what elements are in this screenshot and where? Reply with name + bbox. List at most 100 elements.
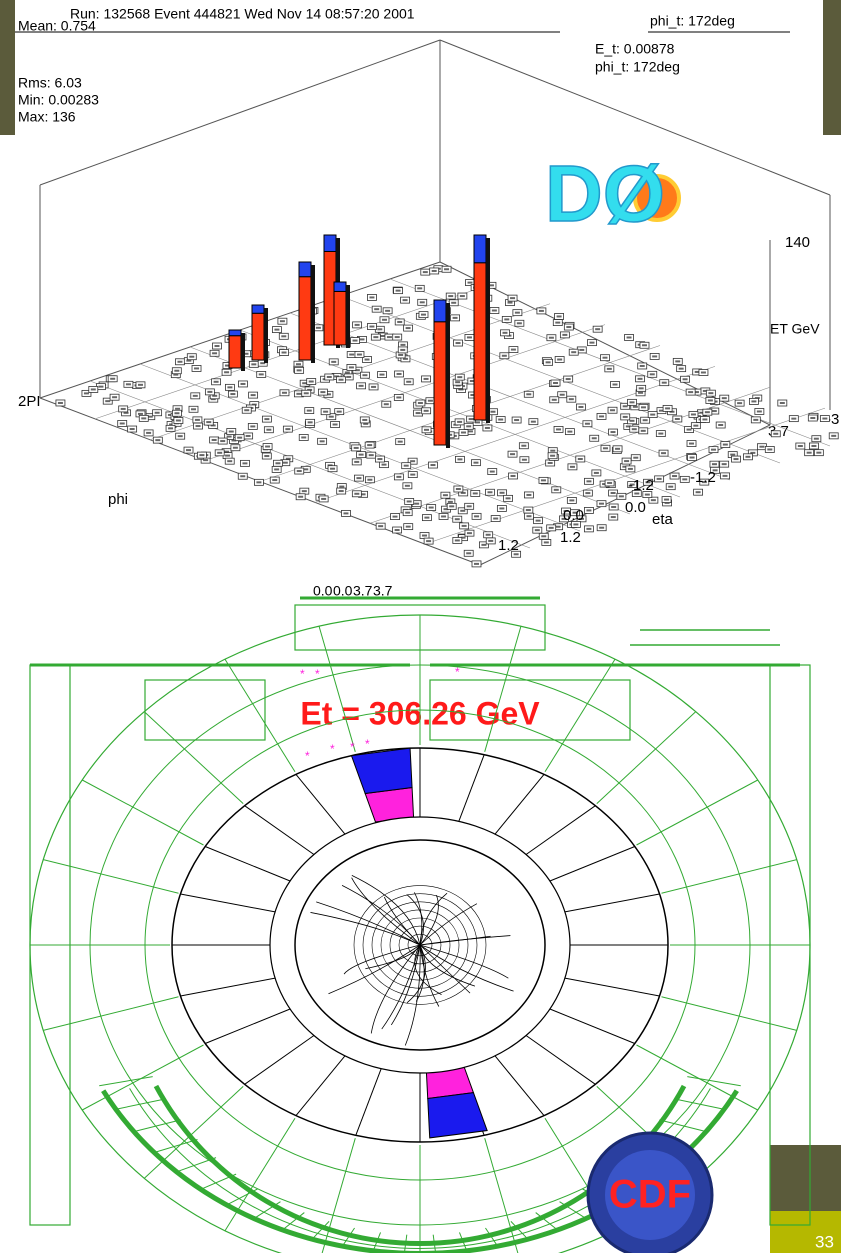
cell-top [217, 451, 223, 454]
logo-ball [633, 174, 681, 222]
outer-spoke [596, 711, 697, 804]
cell-top [367, 478, 373, 481]
cell-top [750, 451, 756, 454]
cell-top [194, 367, 200, 370]
cell-top [461, 431, 467, 434]
cell-top [672, 475, 678, 478]
cell-top [468, 418, 474, 421]
tower-side [446, 303, 450, 448]
cell-top [356, 353, 362, 356]
track [370, 944, 421, 1034]
cell-top [595, 328, 601, 331]
cell-top [415, 412, 421, 415]
cell-top [586, 527, 592, 530]
cell-top [513, 553, 519, 556]
cell-top [543, 541, 549, 544]
cell-top [466, 532, 472, 535]
muon-spoke [114, 1098, 166, 1110]
cell-top [443, 508, 449, 511]
cell-top [688, 391, 694, 394]
cell-top [454, 518, 460, 521]
cell-top [396, 475, 402, 478]
outer-spoke [661, 859, 797, 894]
muon-spoke [459, 1232, 468, 1253]
cell-top [125, 383, 131, 386]
cell-top [422, 534, 428, 537]
cell-top [406, 380, 412, 383]
cell-top [639, 364, 645, 367]
cell-top [540, 479, 546, 482]
cell-top [328, 415, 334, 418]
cell-top [584, 422, 590, 425]
cell-top [457, 376, 463, 379]
cell-top [526, 493, 532, 496]
cell-top [599, 415, 605, 418]
cell-top [469, 380, 475, 383]
cell-top [632, 405, 638, 408]
cell-top [410, 473, 416, 476]
support [429, 679, 631, 741]
cell-top [610, 492, 616, 495]
cell-top [362, 374, 368, 377]
cell-top [226, 435, 232, 438]
muon-spoke [372, 1232, 381, 1253]
cal-spoke [244, 1035, 315, 1085]
cell-top [721, 397, 727, 400]
d0-logo: DØ [545, 149, 665, 238]
cell-top [369, 296, 375, 299]
cell-top [545, 361, 551, 364]
cell-top [264, 455, 270, 458]
cell-top [295, 363, 301, 366]
cell-top [526, 515, 532, 518]
cell-top [607, 481, 613, 484]
cell-top [444, 268, 450, 271]
energy-wedge [427, 1092, 488, 1139]
cell-top [816, 451, 822, 454]
cell-top [360, 493, 366, 496]
cell-top [460, 509, 466, 512]
cell-top [555, 321, 561, 324]
track [310, 912, 421, 946]
cell-top [612, 383, 618, 386]
cell-top [602, 447, 608, 450]
cell-top [810, 417, 816, 420]
tracks [310, 874, 514, 1046]
track [419, 944, 514, 992]
cell-top [693, 391, 699, 394]
cell-top [354, 369, 360, 372]
cell-top [555, 525, 561, 528]
cell-top [285, 428, 291, 431]
cell-top [282, 461, 288, 464]
cell-top [622, 465, 628, 468]
cell-top [694, 370, 700, 373]
hit: * [455, 665, 460, 679]
cell-top [712, 469, 718, 472]
cal-spoke [295, 774, 346, 835]
cell-top [298, 495, 304, 498]
cal-spoke [494, 774, 545, 835]
cell-top [240, 475, 246, 478]
cell-top [631, 428, 637, 431]
cell-top [637, 377, 643, 380]
cell-top [690, 413, 696, 416]
cell-top [220, 440, 226, 443]
cell-top [791, 417, 797, 420]
cell-top [695, 491, 701, 494]
cell-top [504, 318, 510, 321]
cal-spoke [205, 846, 291, 882]
cell-top [356, 477, 362, 480]
cell-top [568, 398, 574, 401]
cell-top [281, 351, 287, 354]
cell-top [514, 419, 520, 422]
grid-line [259, 345, 661, 482]
cell-top [251, 363, 257, 366]
tower-had [473, 234, 487, 264]
cell-top [650, 499, 656, 502]
cell-top [274, 468, 280, 471]
muon-spoke [252, 1201, 281, 1220]
stat-mean: Mean: 0.754 [18, 18, 96, 34]
corner-label: 3.7 [373, 583, 393, 599]
cell-top [129, 428, 135, 431]
cell-top [260, 362, 266, 365]
